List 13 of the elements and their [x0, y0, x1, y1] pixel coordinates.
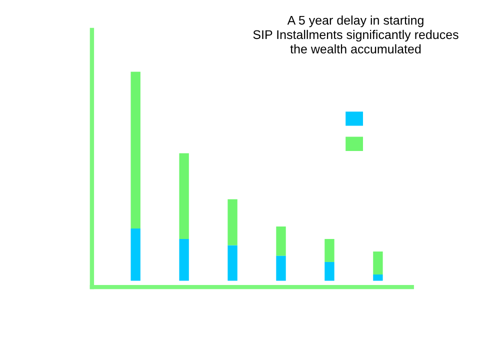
- bar: [373, 274, 383, 281]
- bar: [179, 153, 189, 239]
- bar: [324, 238, 334, 262]
- bar: [130, 72, 140, 229]
- bar: [324, 262, 334, 281]
- bar: [130, 228, 140, 281]
- bar: [373, 252, 383, 274]
- bar: [276, 226, 286, 256]
- bar: [228, 199, 238, 246]
- chart-title: A 5 year delay in starting SIP Installments significantly reduces the wealth accumulated: [253, 16, 458, 54]
- bar: [228, 245, 238, 281]
- bar: [276, 256, 286, 281]
- bar: [179, 238, 189, 281]
